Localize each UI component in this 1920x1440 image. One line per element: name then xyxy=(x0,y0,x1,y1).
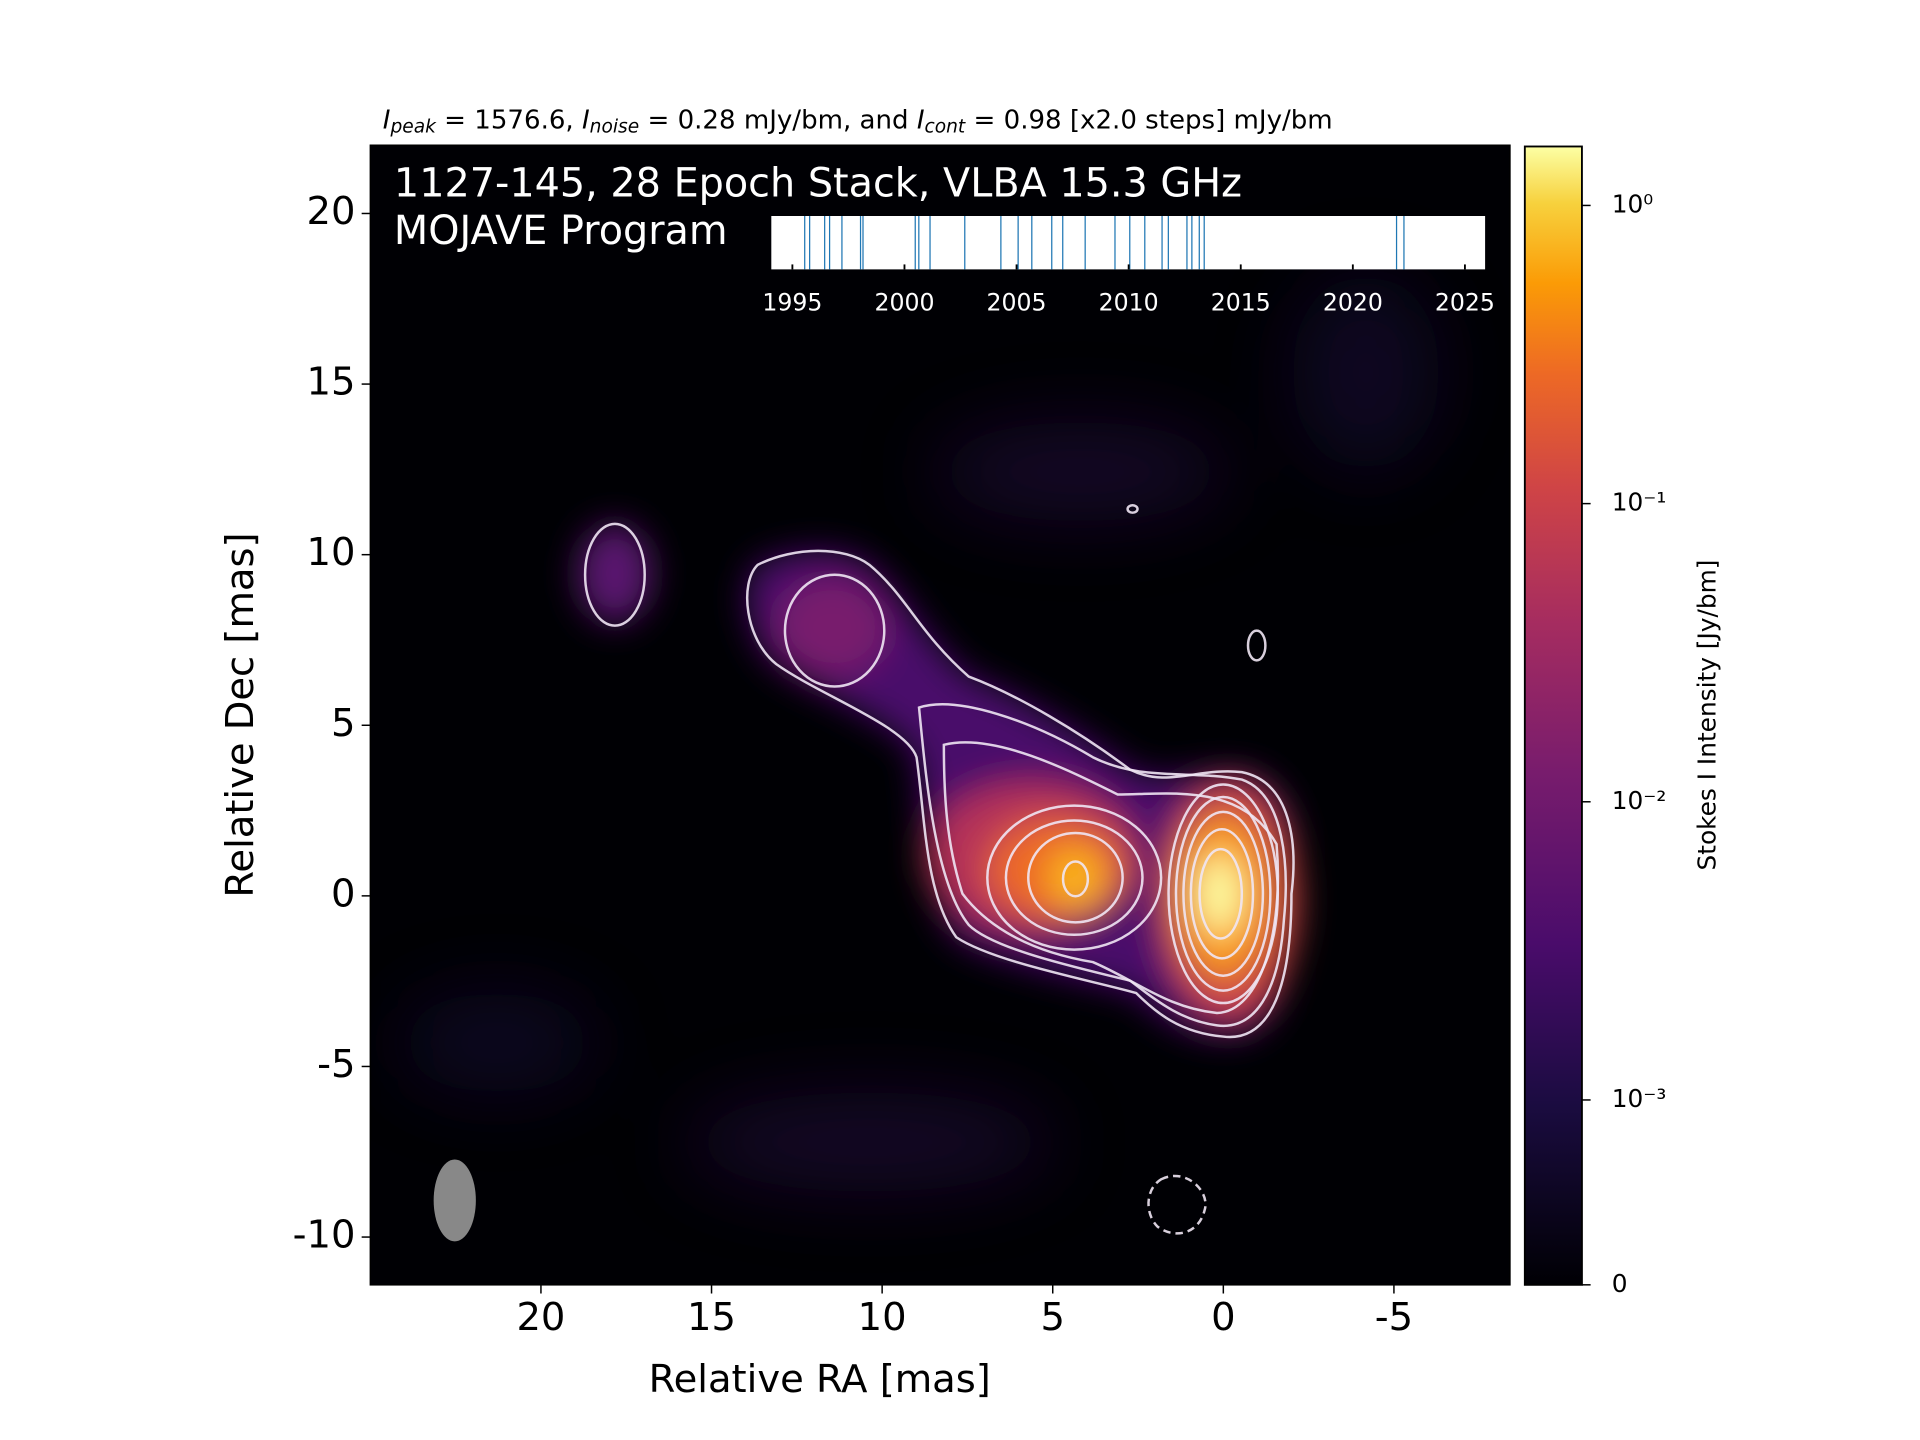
title-part: I xyxy=(383,105,391,135)
x-tick-label: 0 xyxy=(1211,1295,1235,1340)
x-tick-label: 5 xyxy=(1040,1295,1064,1340)
colorbar-tick-label: 10⁻¹ xyxy=(1612,488,1667,517)
plot-title: Ipeak = 1576.6, Inoise = 0.28 mJy/bm, an… xyxy=(383,105,1333,137)
colorbar-tick-label: 10⁻² xyxy=(1612,786,1667,815)
annotation: MOJAVE Program xyxy=(394,208,728,254)
colorbar-tick-label: 10⁻³ xyxy=(1612,1084,1667,1113)
y-tick-label: -10 xyxy=(293,1213,356,1258)
epoch-tick-label: 2005 xyxy=(987,289,1047,317)
x-tick-label: 20 xyxy=(516,1295,565,1340)
y-tick-label: -5 xyxy=(317,1042,355,1087)
image xyxy=(370,145,1510,1285)
title-part: I xyxy=(582,105,590,135)
y-tick-label: 15 xyxy=(306,360,355,405)
y-tick-label: 10 xyxy=(306,530,355,575)
epoch-tick-label: 2025 xyxy=(1435,289,1495,317)
colorbar xyxy=(1523,145,1583,1286)
title-part: = 1576.6, xyxy=(436,105,582,135)
y-axis-label: Relative Dec [mas] xyxy=(218,532,263,897)
y-tick-label: 20 xyxy=(306,189,355,234)
epoch-tick-label: 1995 xyxy=(762,289,822,317)
title-part: I xyxy=(917,105,925,135)
contours xyxy=(433,504,1295,1242)
epoch-inset xyxy=(771,216,1486,270)
colorbar-tick-label: 0 xyxy=(1612,1269,1628,1298)
annotation: 1127-145, 28 Epoch Stack, VLBA 15.3 GHz xyxy=(394,161,1242,207)
epoch-tick-label: 2020 xyxy=(1323,289,1383,317)
epoch-tick-label: 2015 xyxy=(1211,289,1271,317)
title-part: = 0.98 [x2.0 steps] mJy/bm xyxy=(965,105,1332,135)
beam xyxy=(433,1159,476,1242)
plot-frame xyxy=(369,144,1511,1286)
epoch-timeline: 1995 2000 2005 2010 2015 2020 2025 xyxy=(762,216,1495,317)
y-tick-label: 5 xyxy=(331,701,355,746)
x-tick-label: -5 xyxy=(1375,1295,1413,1340)
colorbar-label: Stokes I Intensity [Jy/bm] xyxy=(1693,560,1722,871)
x-tick-label: 10 xyxy=(858,1295,907,1340)
title-part: = 0.28 mJy/bm, and xyxy=(639,105,917,135)
x-tick-label: 15 xyxy=(687,1295,736,1340)
title-part: peak xyxy=(389,116,437,137)
y-tick-label: 0 xyxy=(331,871,355,916)
epoch-tick-label: 2010 xyxy=(1099,289,1159,317)
source-emission xyxy=(577,523,1298,1037)
diffuse-emission xyxy=(397,273,1441,1192)
x-axis-label: Relative RA [mas] xyxy=(649,1357,991,1402)
colorbar-tick-label: 10⁰ xyxy=(1612,189,1654,218)
epoch-tick-label: 2000 xyxy=(874,289,934,317)
title-part: cont xyxy=(925,116,966,137)
title-part: noise xyxy=(590,116,640,137)
